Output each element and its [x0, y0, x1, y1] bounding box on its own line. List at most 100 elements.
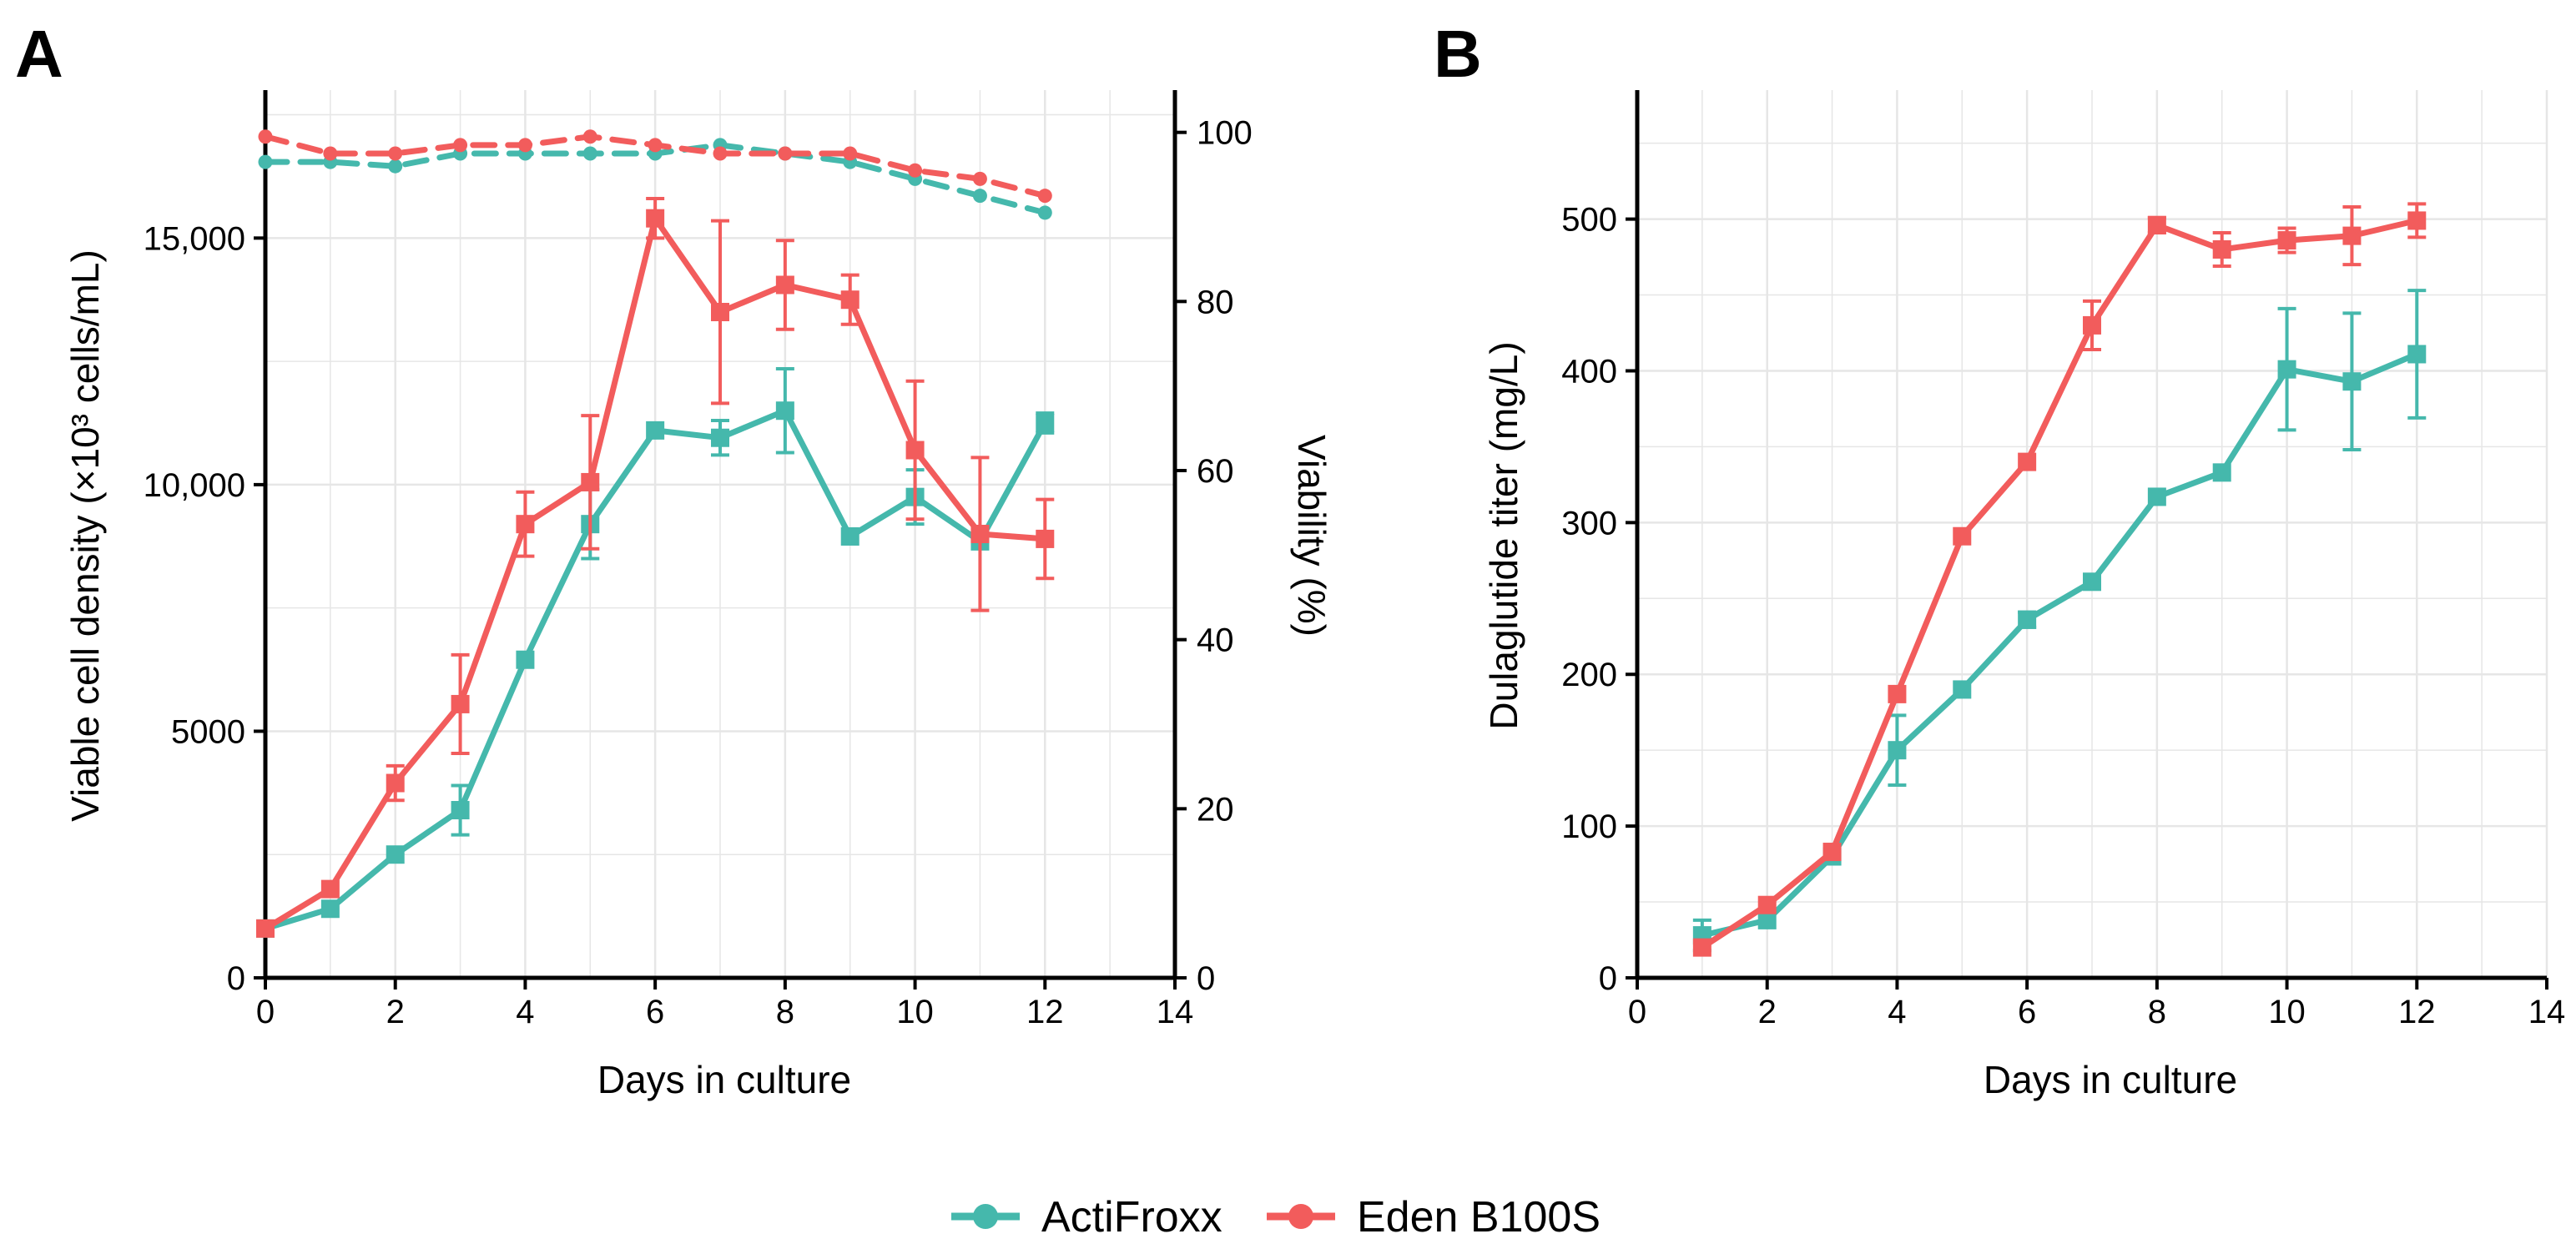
data-point [386, 845, 405, 864]
data-point [905, 441, 925, 460]
legend-item-actifroxx: ActiFroxx [951, 1193, 1222, 1241]
panel-a-y-axis-label: Viable cell density (×10³ cells/mL) [63, 249, 107, 822]
y2-tick-label: 100 [1197, 115, 1253, 152]
data-point [646, 421, 665, 440]
data-point [1037, 189, 1052, 204]
data-point [256, 919, 275, 938]
x-tick-label: 14 [2528, 994, 2566, 1030]
y-tick-label: 200 [1561, 657, 1617, 693]
x-tick-label: 0 [1628, 994, 1646, 1030]
panel-b-axes [1626, 90, 2548, 990]
x-tick-label: 10 [896, 994, 934, 1030]
x-tick-label: 14 [1157, 994, 1194, 1030]
y-tick-label: 500 [1561, 202, 1617, 239]
series-eden-b100s-viability [258, 129, 1052, 204]
data-point [386, 773, 405, 793]
data-point [1036, 414, 1055, 432]
panel-b-series [1692, 202, 2427, 957]
y-tick-label: 10,000 [144, 467, 245, 504]
data-point [323, 146, 338, 161]
data-point [2342, 372, 2362, 391]
y2-tick-label: 80 [1197, 284, 1234, 320]
panel-a-y2-axis-label: Viability (%) [1290, 435, 1333, 637]
y-tick-label: 300 [1561, 505, 1617, 541]
data-point [2018, 610, 2037, 629]
y-tick-label: 0 [227, 960, 245, 997]
data-point [711, 428, 729, 447]
data-point [2212, 239, 2231, 259]
data-point [451, 801, 470, 820]
legend-label-actifroxx: ActiFroxx [1041, 1193, 1222, 1241]
data-point [2277, 231, 2296, 250]
data-point [2407, 345, 2427, 364]
data-point [516, 515, 535, 534]
data-point [1757, 895, 1777, 914]
data-point [1757, 910, 1777, 929]
panel-b-y-axis-label: Dulaglutide titer (mg/L) [1482, 341, 1525, 729]
y-tick-label: 100 [1561, 808, 1617, 845]
panel-a-x-axis-label: Days in culture [597, 1058, 851, 1101]
legend-label-eden-b100s: Eden B100S [1357, 1193, 1601, 1241]
data-point [388, 146, 403, 161]
data-point [582, 129, 597, 144]
panel-b-tick-labels: 0 2 4 6 8 10 12 14 0 100 200 300 400 500 [1561, 202, 2565, 1030]
x-tick-label: 2 [386, 994, 405, 1030]
data-point [1888, 741, 1907, 760]
y-tick-label: 15,000 [144, 220, 245, 257]
x-tick-label: 4 [516, 994, 534, 1030]
data-point [2083, 315, 2101, 335]
data-point [2083, 572, 2101, 592]
series-eden-b100s-main [1692, 202, 2427, 957]
data-point [258, 154, 273, 169]
data-point [970, 525, 990, 543]
x-tick-label: 12 [2398, 994, 2436, 1030]
data-point [582, 146, 597, 161]
data-point [451, 694, 470, 713]
y-tick-label: 5000 [171, 713, 245, 750]
x-tick-label: 10 [2268, 994, 2306, 1030]
data-point [516, 650, 535, 669]
x-tick-label: 12 [1026, 994, 1064, 1030]
data-point [1692, 938, 1711, 957]
data-point [581, 472, 600, 491]
data-point [908, 163, 923, 178]
data-point [1822, 843, 1842, 862]
data-point [840, 290, 860, 310]
legend-swatch-marker [973, 1204, 998, 1229]
x-tick-label: 8 [2148, 994, 2166, 1030]
y2-tick-label: 40 [1197, 622, 1234, 659]
y-tick-label: 0 [1599, 960, 1617, 997]
x-tick-label: 4 [1888, 994, 1906, 1030]
data-point [840, 526, 860, 546]
data-point [648, 138, 663, 153]
data-point [778, 146, 793, 161]
y2-tick-label: 20 [1197, 791, 1234, 828]
panel-b-letter: B [1434, 17, 1482, 91]
panel-a-axes [254, 90, 1187, 990]
data-point [2407, 211, 2427, 230]
data-point [646, 209, 665, 228]
x-tick-label: 0 [256, 994, 275, 1030]
panel-a-chart: A 0 2 4 6 8 10 12 140500010,00015,0000204060801… [15, 17, 1333, 1101]
x-tick-label: 6 [2018, 994, 2036, 1030]
series-eden-b100s-main [256, 197, 1055, 938]
data-point [258, 129, 273, 144]
data-point [1888, 684, 1907, 703]
x-tick-label: 6 [646, 994, 664, 1030]
data-point [2342, 226, 2362, 245]
data-point [1953, 526, 1972, 546]
legend-swatch-marker [1288, 1204, 1313, 1229]
data-point [972, 189, 987, 204]
data-point [517, 138, 532, 153]
data-point [1037, 205, 1052, 220]
y2-tick-label: 0 [1197, 960, 1215, 997]
x-tick-label: 2 [1758, 994, 1777, 1030]
data-point [2018, 452, 2037, 471]
data-point [2147, 487, 2166, 506]
series-line [1699, 351, 2420, 939]
panel-b-chart: B 0 2 4 6 8 10 12 14 0 100 200 300 400 500 Days in cu… [1434, 17, 2565, 1101]
data-point [1036, 529, 1055, 548]
data-point [711, 303, 729, 321]
data-point [388, 159, 403, 174]
